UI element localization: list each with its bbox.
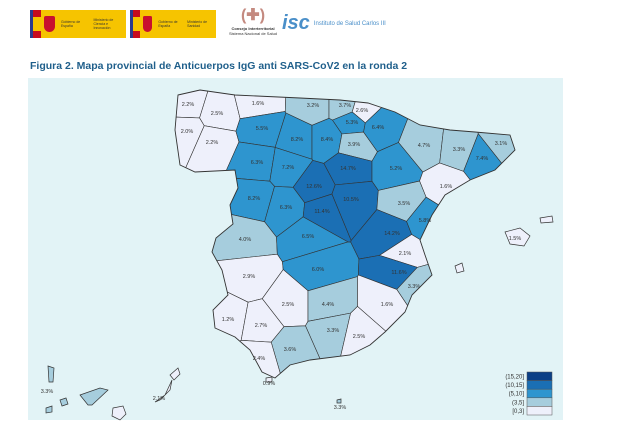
province-region — [419, 162, 515, 266]
ibiza-island — [454, 262, 465, 274]
province-value-label: 1.6% — [440, 184, 453, 190]
logo-text: Sistema Nacional de Salud — [228, 31, 278, 36]
province-value-label: 8.2% — [291, 137, 304, 143]
province-value-label: 3.3% — [408, 284, 421, 290]
legend-label: (5,10] — [509, 392, 525, 398]
province-value-label: 1.2% — [222, 317, 235, 323]
logo-text: Gobierno de España — [60, 20, 81, 28]
province-value-label: 3.5% — [398, 201, 411, 207]
province-value-label: 3.2% — [307, 103, 320, 109]
island-value-label: 3.3% — [334, 405, 347, 411]
province-value-label: 2.7% — [255, 323, 268, 329]
legend-swatch — [526, 397, 553, 407]
gran-canaria-island — [111, 405, 127, 421]
flag-icon — [130, 10, 140, 38]
province-value-label: 6.4% — [372, 125, 385, 131]
logo-text: Gobierno de España — [158, 20, 178, 28]
province-value-label: 4.7% — [418, 143, 431, 149]
province-value-label: 3.1% — [495, 141, 508, 147]
legend-label: [0,3] — [512, 409, 524, 415]
logo-text: Instituto de Salud Carlos III — [313, 20, 386, 27]
province-value-label: 1.6% — [381, 302, 394, 308]
province-value-label: 2.5% — [211, 111, 224, 117]
coat-of-arms-icon — [142, 16, 153, 32]
legend-swatch — [526, 406, 553, 416]
legend-swatch — [526, 371, 553, 381]
province-value-label: 6.0% — [312, 267, 325, 273]
isciii-logo: isc Instituto de Salud Carlos III — [282, 12, 386, 35]
province-value-label: 2.6% — [356, 108, 369, 114]
province-value-label: 3.3% — [453, 147, 466, 153]
province-value-label: 2.9% — [243, 274, 256, 280]
province-value-label: 3.9% — [348, 142, 361, 148]
legend-label: (10,15] — [505, 383, 524, 389]
gomera-island — [59, 397, 69, 407]
la-palma-island — [47, 365, 55, 383]
province-value-label: 5.5% — [256, 126, 269, 132]
province-value-label: 4.4% — [322, 302, 335, 308]
province-value-label: 3.7% — [339, 103, 352, 109]
legend-label: (3,5] — [512, 400, 524, 406]
island-value-label: 2.1% — [153, 396, 166, 402]
province-value-label: 5.2% — [390, 166, 403, 172]
province-value-label: 2.5% — [282, 302, 295, 308]
logo-text: Ministerio de Sanidad — [187, 20, 208, 28]
legend: (15,20] (10,15] (5,10] (3,5] [0,3] — [505, 371, 553, 416]
flag-icon — [30, 10, 41, 38]
figure-title: Figura 2. Mapa provincial de Anticuerpos… — [30, 60, 408, 72]
province-region — [199, 90, 241, 132]
province-value-label: 4.0% — [239, 237, 252, 243]
island-value-label: 0.9% — [263, 381, 276, 387]
ceuta-region — [265, 376, 273, 383]
province-region — [186, 177, 275, 223]
province-value-label: 10.5% — [343, 197, 359, 203]
melilla-region — [336, 398, 342, 404]
province-value-label: 5.8% — [419, 218, 432, 224]
legend-swatch — [526, 380, 553, 390]
consejo-interterritorial-logo: (✚) Consejo Interterritorial Sistema Nac… — [228, 6, 278, 36]
province-region — [396, 257, 515, 378]
province-value-label: 6.3% — [280, 205, 293, 211]
legend-label: (15,20] — [505, 375, 524, 381]
tenerife-island — [79, 387, 109, 406]
mallorca-island — [504, 227, 531, 247]
isciii-icon: isc — [282, 12, 310, 34]
province-value-label: 5.3% — [346, 120, 359, 126]
cross-icon: (✚) — [240, 7, 266, 24]
logo-text: Consejo Interterritorial — [231, 26, 275, 31]
province-value-label: 7.4% — [476, 156, 489, 162]
province-value-label: 2.2% — [206, 140, 219, 146]
hierro-island — [45, 405, 53, 414]
province-value-label: 2.0% — [181, 129, 194, 135]
coat-of-arms-icon — [43, 16, 55, 32]
lanzarote-island — [169, 367, 181, 381]
island-value-label: 1.5% — [509, 236, 522, 242]
province-value-label: 14.2% — [384, 231, 400, 237]
menorca-island — [539, 215, 554, 224]
province-value-label: 8.4% — [321, 137, 334, 143]
province-value-label: 6.3% — [251, 160, 264, 166]
province-value-label: 2.1% — [399, 251, 412, 257]
province-value-label: 3.6% — [284, 347, 297, 353]
gobierno-sanidad-logo: Gobierno de España Ministerio de Sanidad — [130, 10, 216, 38]
gobierno-ciencia-logo: Gobierno de España Ministerio de Ciencia… — [30, 10, 126, 38]
province-value-label: 11.6% — [391, 270, 406, 276]
logo-text: Ministerio de Ciencia e Innovación — [93, 18, 114, 30]
province-value-label: 2.4% — [253, 356, 266, 362]
province-value-label: 6.5% — [302, 234, 315, 240]
province-value-label: 12.6% — [306, 184, 322, 190]
province-value-label: 8.2% — [248, 196, 261, 202]
fuerteventura-island — [154, 379, 173, 403]
province-value-label: 1.6% — [252, 101, 265, 107]
province-value-label: 2.5% — [353, 334, 366, 340]
peninsula-outline — [174, 89, 516, 379]
province-value-label: 7.2% — [282, 165, 295, 171]
island-value-label: 3.3% — [41, 389, 54, 395]
province-value-label: 2.2% — [182, 102, 195, 108]
province-value-label: 11.4% — [314, 209, 329, 215]
province-value-label: 3.3% — [327, 328, 340, 334]
legend-swatch — [526, 388, 553, 399]
province-value-label: 14.7% — [340, 166, 356, 172]
